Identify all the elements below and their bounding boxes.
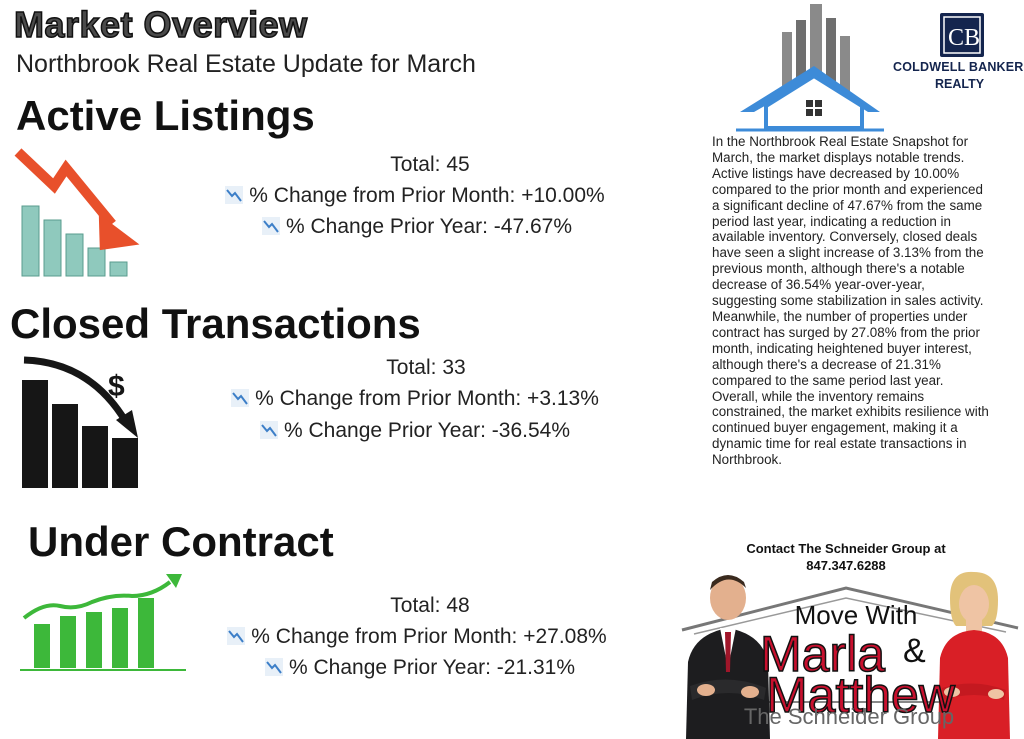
active-listings-year-change-text: % Change Prior Year: -47.67%	[285, 215, 572, 238]
team-name-matthew: Matthew	[765, 666, 955, 724]
summary-paragraph: In the Northbrook Real Estate Snapshot f…	[712, 134, 989, 468]
falling-bars-dollar-icon: $	[22, 356, 138, 488]
closed-transactions-total: Total: 33	[386, 356, 466, 379]
active-listings-month-change: % Change from Prior Month: +10.00%	[198, 184, 632, 208]
active-listings-total: Total: 45	[390, 153, 470, 176]
team-name-marla: Marla	[759, 625, 886, 683]
chart-decreasing-icon	[259, 421, 278, 439]
closed-transactions-heading: Closed Transactions	[10, 300, 421, 347]
closed-transactions-month-change-text: % Change from Prior Month: +3.13%	[255, 387, 599, 410]
under-contract-total: Total: 48	[390, 594, 470, 617]
contact-phone: 847.347.6288	[806, 558, 886, 573]
closed-transactions-month-change: % Change from Prior Month: +3.13%	[208, 387, 622, 411]
rising-bars-arrow-icon	[20, 574, 186, 671]
team-tagline: Move With	[794, 600, 918, 630]
agent-marla-photo	[938, 571, 1010, 739]
chart-decreasing-icon	[225, 186, 244, 204]
under-contract-year-change-text: % Change Prior Year: -21.31%	[288, 656, 575, 679]
brokerage-name: COLDWELL BANKER	[893, 60, 1024, 74]
chart-decreasing-icon	[231, 389, 250, 407]
svg-text:CB: CB	[948, 25, 980, 51]
svg-text:$: $	[108, 370, 125, 403]
team-ampersand: &	[903, 632, 926, 670]
under-contract-month-change-text: % Change from Prior Month: +27.08%	[251, 625, 607, 648]
team-banner-graphic	[681, 571, 1019, 739]
under-contract-heading: Under Contract	[28, 518, 334, 565]
active-listings-month-change-text: % Change from Prior Month: +10.00%	[249, 184, 605, 207]
page-title: Market Overview	[13, 3, 308, 46]
under-contract-month-change: % Change from Prior Month: +27.08%	[202, 625, 632, 649]
falling-bars-arrow-icon	[14, 148, 140, 277]
brokerage-sub: REALTY	[935, 77, 985, 91]
agent-matthew-photo	[686, 575, 770, 739]
contact-info: Contact The Schneider Group at 847.347.6…	[700, 540, 992, 574]
contact-line: Contact The Schneider Group at	[746, 541, 946, 556]
chart-decreasing-icon	[264, 658, 283, 676]
chart-decreasing-icon	[227, 627, 246, 645]
city-house-logo-icon	[736, 4, 884, 132]
coldwell-banker-logo-icon: CB	[940, 13, 984, 57]
closed-transactions-year-change: % Change Prior Year: -36.54%	[240, 419, 590, 443]
active-listings-year-change: % Change Prior Year: -47.67%	[248, 215, 586, 239]
under-contract-year-change: % Change Prior Year: -21.31%	[248, 656, 592, 680]
chart-decreasing-icon	[261, 217, 280, 235]
page-subtitle: Northbrook Real Estate Update for March	[16, 50, 476, 78]
closed-transactions-year-change-text: % Change Prior Year: -36.54%	[283, 419, 570, 442]
team-group-name: The Schneider Group	[743, 704, 955, 729]
active-listings-heading: Active Listings	[16, 92, 315, 139]
